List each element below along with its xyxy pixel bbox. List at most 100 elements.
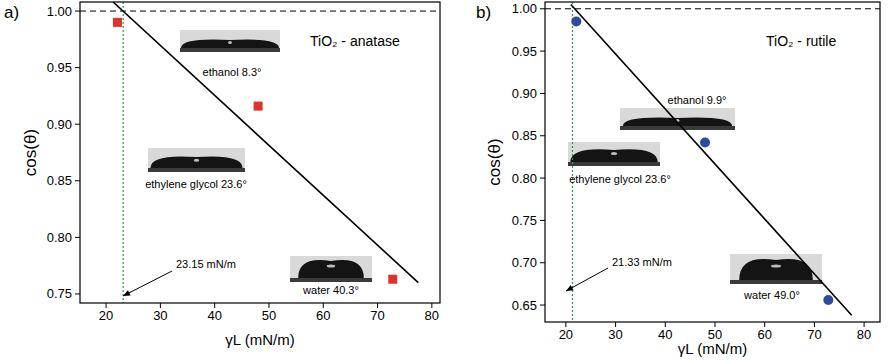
y-tick <box>540 262 545 263</box>
reference-line-y <box>545 8 880 9</box>
droplet-image <box>180 30 280 52</box>
droplet <box>739 259 813 280</box>
annotation-arrow <box>123 271 172 296</box>
droplet-image <box>148 148 245 172</box>
x-tick-label: 70 <box>370 308 384 323</box>
reference-line-y <box>80 11 440 12</box>
figure: 20 30 40 50 60 70 80 0.75 0.80 0.85 0.90 0.95 1.00 γL… <box>0 0 894 361</box>
droplet-reflection <box>228 41 232 44</box>
y-axis-label: cos(θ) <box>21 129 40 176</box>
y-tick <box>540 178 545 179</box>
y-tick <box>75 67 80 68</box>
droplet-substrate <box>180 48 280 52</box>
y-tick <box>75 11 80 12</box>
plot-data <box>545 2 880 322</box>
plot-frame <box>80 2 440 303</box>
droplet <box>298 260 364 278</box>
y-tick-label: 0.65 <box>512 298 537 313</box>
droplet-image <box>290 256 372 282</box>
droplet-reflection <box>194 159 200 162</box>
droplet-image <box>730 254 822 284</box>
droplet <box>181 40 279 48</box>
x-tick-label: 50 <box>262 308 276 323</box>
droplet-background <box>180 30 280 52</box>
annotation-arrow <box>566 268 608 291</box>
x-tick-label: 40 <box>658 327 672 342</box>
data-point <box>113 18 122 27</box>
y-tick <box>75 293 80 294</box>
droplet-substrate <box>148 168 245 172</box>
y-tick-label: 0.80 <box>47 230 72 245</box>
annotation: ethylene glycol 23.6° <box>569 173 671 185</box>
y-tick <box>75 237 80 238</box>
panel: 203040506070800.750.800.850.900.951.00γL… <box>4 2 440 348</box>
x-tick-label: 80 <box>425 308 439 323</box>
data-point <box>254 102 263 111</box>
droplet <box>570 149 657 162</box>
droplet-background <box>568 142 660 166</box>
droplet-background <box>620 108 735 130</box>
x-axis-label: γL (mN/m) <box>678 340 747 357</box>
x-tick-label: 30 <box>153 308 167 323</box>
x-tick-label: 20 <box>559 327 573 342</box>
y-tick <box>540 305 545 306</box>
annotation-arrowhead <box>566 285 574 291</box>
y-tick-label: 0.85 <box>47 173 72 188</box>
annotation: 21.33 mN/m <box>612 256 672 268</box>
data-point <box>388 275 397 284</box>
droplet-substrate <box>730 280 822 284</box>
annotation: water 40.3° <box>302 284 359 296</box>
x-axis-label: γL (mN/m) <box>225 331 294 348</box>
y-tick <box>540 220 545 221</box>
y-tick <box>540 135 545 136</box>
droplet-image <box>620 108 735 130</box>
y-tick-label: 0.70 <box>512 255 537 270</box>
data-point <box>571 16 581 26</box>
droplet-background <box>148 148 245 172</box>
annotation: water 49.0° <box>743 289 800 301</box>
reference-line-x <box>123 2 124 303</box>
x-tick-label: 60 <box>757 327 771 342</box>
annotation: 23.15 mN/m <box>176 258 236 270</box>
fit-line <box>113 2 418 283</box>
y-tick-label: 1.00 <box>512 1 537 16</box>
y-tick-label: 0.90 <box>47 117 72 132</box>
droplet-reflection <box>611 152 617 155</box>
droplet-background <box>290 256 372 282</box>
annotation: ethanol 8.3° <box>203 66 262 78</box>
x-tick-label: 70 <box>807 327 821 342</box>
panel-label: b) <box>476 3 491 22</box>
y-tick <box>540 93 545 94</box>
y-tick-label: 0.95 <box>47 60 72 75</box>
droplet-background <box>730 254 822 284</box>
droplet-reflection <box>771 265 781 268</box>
panel: 203040506070800.650.700.750.800.850.900.… <box>476 1 880 357</box>
y-tick-label: 0.75 <box>512 213 537 228</box>
x-tick-label: 40 <box>207 308 221 323</box>
droplet-image <box>568 142 660 166</box>
x-tick-label: 30 <box>608 327 622 342</box>
y-tick <box>540 51 545 52</box>
y-tick-label: 0.90 <box>512 86 537 101</box>
fit-line <box>571 5 852 316</box>
annotation-arrowhead <box>123 290 131 296</box>
y-tick <box>540 8 545 9</box>
annotation: ethanol 9.9° <box>668 94 727 106</box>
x-tick-label: 80 <box>857 327 871 342</box>
plot-frame <box>545 2 880 322</box>
droplet <box>150 156 242 168</box>
y-tick-label: 1.00 <box>47 4 72 19</box>
y-tick-label: 0.95 <box>512 44 537 59</box>
chart-title: TiO₂ - rutile <box>766 33 836 49</box>
data-point <box>823 295 833 305</box>
y-axis-label: cos(θ) <box>485 138 504 185</box>
y-tick-label: 0.80 <box>512 171 537 186</box>
droplet-substrate <box>290 278 372 282</box>
annotation: ethylene glycol 23.6° <box>145 178 247 190</box>
reference-line-x <box>572 2 573 322</box>
droplet-substrate <box>568 162 660 166</box>
chart-title: TiO₂ - anatase <box>310 33 400 49</box>
y-tick <box>75 180 80 181</box>
y-tick-label: 0.85 <box>512 128 537 143</box>
droplet-substrate <box>620 126 735 130</box>
